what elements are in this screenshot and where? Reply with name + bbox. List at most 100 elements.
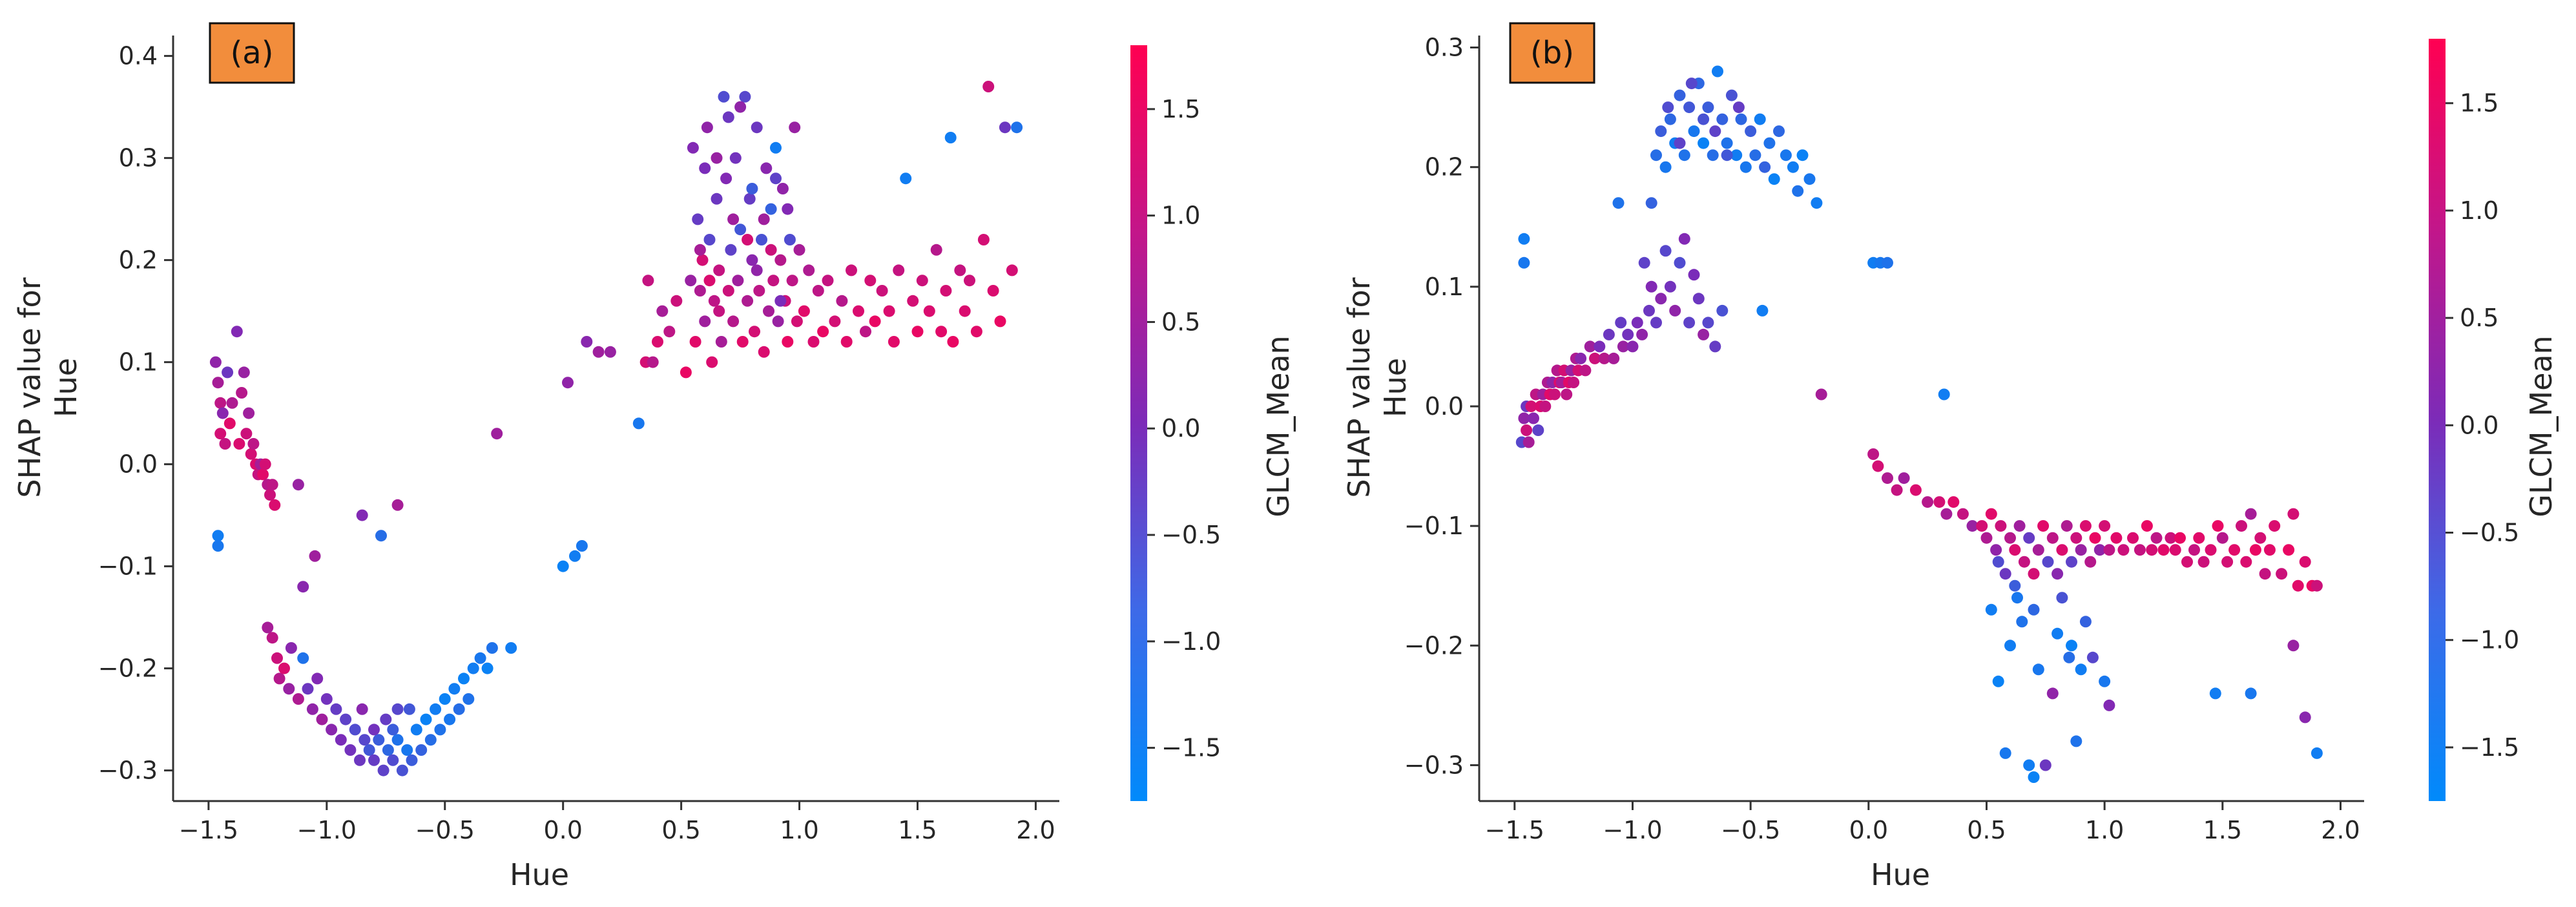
data-point [1594,340,1606,353]
colorbar-a [1130,45,1147,801]
data-point [772,315,784,328]
data-point [736,336,749,348]
data-point [2061,520,2073,532]
data-point [387,724,399,736]
colorbar-tick-label: −0.5 [2460,519,2519,547]
data-point [2028,603,2040,616]
data-point [1898,472,1910,485]
data-point [685,275,697,287]
data-point [576,540,588,552]
data-point [2249,544,2261,556]
data-point [2276,568,2288,580]
data-point [1773,125,1785,138]
data-point [340,713,352,725]
data-point [2089,532,2101,544]
data-point [1674,256,1686,269]
y-tick-label: −0.2 [98,654,158,683]
data-point [758,346,770,358]
y-tick-label: −0.3 [1404,751,1464,779]
data-point [2037,520,2050,532]
data-point [793,244,805,256]
y-ticks-a: −0.3 −0.2 −0.1 0.0 0.1 0.2 0.3 0.4 [98,42,173,785]
data-point [1688,269,1700,281]
data-point [763,305,774,317]
data-point [1749,149,1761,162]
data-point [2046,687,2059,700]
x-tick-label: 1.0 [2085,816,2124,844]
data-point [742,295,754,307]
data-point [807,336,820,348]
data-point [219,438,231,450]
data-point [2023,532,2035,544]
data-point [1608,352,1620,364]
x-tick-label: 0.0 [543,816,582,844]
data-point [1940,508,1953,520]
colorbar-tick-label: 1.5 [2460,89,2498,118]
data-point [670,295,683,307]
data-point [257,468,269,481]
y-tick-label: 0.4 [119,42,158,70]
data-point [2084,556,2097,568]
data-point [375,530,387,542]
data-point [746,183,758,194]
data-point [1745,125,1757,138]
data-point [2009,544,2021,556]
data-point [2254,532,2267,544]
data-point [822,275,834,287]
data-point [1740,161,1752,173]
data-point [930,244,942,256]
data-point [2016,616,2028,628]
data-point [1683,101,1696,114]
colorbar-label-b: GLCM_Mean [2524,335,2559,517]
data-point [1803,173,1816,185]
data-point [434,724,446,736]
data-point [2263,544,2276,556]
data-point [694,285,706,297]
data-point [2070,735,2083,747]
data-point [1948,496,1960,508]
data-point [2245,508,2257,520]
data-point [1622,328,1634,340]
data-point [1525,401,1537,412]
data-point [1707,149,1719,162]
data-point [944,132,957,143]
colorbar-ticks-a: −1.5 −1.0 −0.5 0.0 0.5 1.0 1.5 [1147,95,1221,762]
data-point [2240,556,2252,568]
data-point [2028,771,2040,783]
data-point [368,724,380,736]
data-point [734,224,747,236]
data-point [1615,317,1627,329]
x-axis-label-a: Hue [510,857,569,892]
y-tick-label: 0.2 [1425,153,1464,182]
data-point [940,285,952,297]
data-point [358,734,371,746]
data-point [720,172,732,185]
data-point [356,703,368,715]
x-tick-label: 1.5 [898,816,937,844]
data-point [947,336,959,348]
data-point [923,305,935,317]
data-point [1655,125,1667,138]
data-point [2051,627,2064,640]
data-point [592,346,605,358]
data-point [734,101,747,113]
y-axis-label-b-line2: Hue [1378,358,1413,417]
data-point [2079,520,2092,532]
data-point [1698,113,1710,125]
data-point [1756,304,1769,317]
data-point [247,438,260,450]
data-point [786,275,798,287]
data-point [2066,640,2077,652]
data-point [212,540,224,552]
data-point [1011,121,1023,134]
data-point [1683,317,1696,329]
data-point [632,417,645,430]
data-point [302,683,314,695]
data-point [292,479,304,491]
y-axis-label-a-line2: Hue [48,358,83,417]
data-point [2046,532,2059,544]
data-point [2245,687,2257,700]
data-point [1521,424,1533,436]
data-point [1735,113,1747,125]
data-point [2042,556,2054,568]
